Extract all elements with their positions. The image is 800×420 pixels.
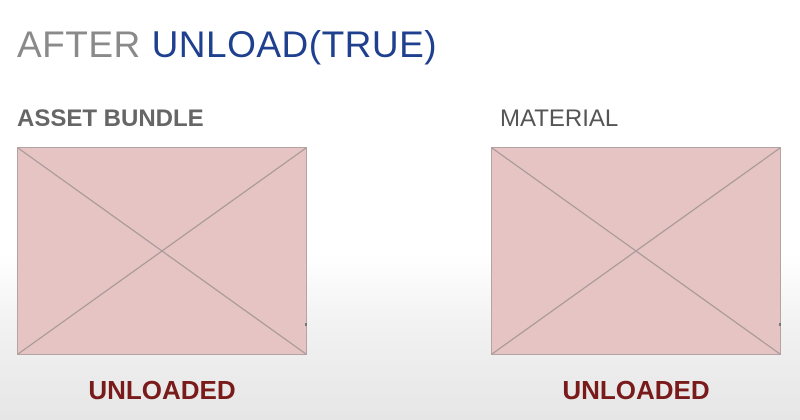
slide-title: AFTER UNLOAD(TRUE) <box>17 20 437 70</box>
title-prefix: AFTER <box>17 24 141 65</box>
material-placeholder <box>491 147 781 355</box>
asset-bundle-label: ASSET BUNDLE <box>17 105 204 132</box>
edge-tick <box>305 323 307 326</box>
cross-line-up <box>492 148 780 354</box>
placeholder-cross-icon <box>18 148 306 354</box>
title-highlight: UNLOAD(TRUE) <box>151 24 438 65</box>
material-label: MATERIAL <box>500 105 619 132</box>
material-status: UNLOADED <box>562 375 710 405</box>
placeholder-cross-icon <box>492 148 780 354</box>
asset-bundle-status: UNLOADED <box>88 375 236 405</box>
edge-tick <box>779 323 781 326</box>
cross-line-up <box>18 148 306 354</box>
asset-bundle-placeholder <box>17 147 307 355</box>
